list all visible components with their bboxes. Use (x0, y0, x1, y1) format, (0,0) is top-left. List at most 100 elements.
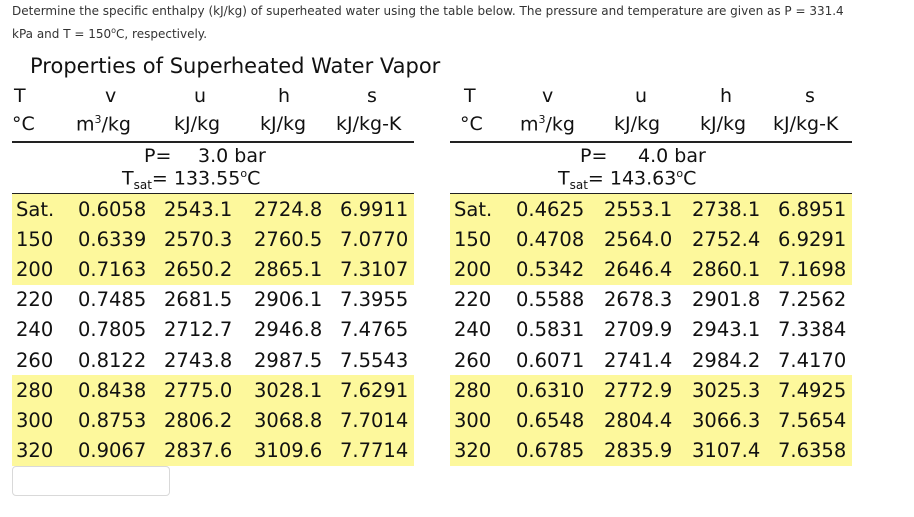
pressure-block: P= 3.0 bar Tsat= 133.55oC (12, 143, 414, 193)
cell-s: 7.6358 (778, 439, 847, 463)
cell-s: 7.4765 (340, 318, 409, 342)
unit-u: kJ/kg (614, 113, 661, 135)
table-row: 280 0.8438 2775.0 3028.1 7.6291 (12, 375, 414, 406)
cell-v: 0.9067 (78, 439, 147, 463)
data-rows: Sat. 0.6058 2543.1 2724.8 6.9911 150 0.6339 257… (12, 194, 414, 466)
unit-v: m3/kg (76, 113, 131, 136)
cell-u: 2772.9 (604, 378, 673, 402)
cell-v: 0.4625 (516, 197, 585, 221)
pressure-label: P= (144, 145, 172, 167)
tsat-value: Tsat= 133.55oC (122, 167, 261, 193)
table-row: 150 0.6339 2570.3 2760.5 7.0770 (12, 224, 414, 255)
unit-T: °C (460, 113, 483, 135)
cell-v: 0.6785 (516, 439, 585, 463)
cell-u: 2835.9 (604, 439, 673, 463)
table-row: Sat. 0.4625 2553.1 2738.1 6.8951 (450, 194, 852, 225)
cell-h: 2901.8 (692, 288, 761, 312)
pressure-rule (12, 193, 414, 194)
cell-s: 7.5543 (340, 348, 409, 372)
header-rule (12, 141, 414, 143)
cell-s: 6.9291 (778, 227, 847, 251)
cell-h: 3066.3 (692, 408, 761, 432)
table-row: 220 0.7485 2681.5 2906.1 7.3955 (12, 285, 414, 315)
pressure-value: 3.0 bar (198, 145, 266, 167)
cell-s: 7.0770 (340, 227, 409, 251)
pressure-rule (450, 193, 852, 194)
cell-s: 7.1698 (778, 257, 847, 281)
unit-u: kJ/kg (174, 113, 221, 135)
table-row: 260 0.6071 2741.4 2984.2 7.4170 (450, 345, 852, 375)
cell-u: 2804.4 (604, 408, 673, 432)
cell-temperature: 200 (454, 257, 492, 281)
cell-v: 0.7163 (78, 257, 147, 281)
table-3-bar: T v u h s °C m3/kg kJ/kg kJ/kg kJ/kg-K P… (12, 85, 414, 466)
table-row: 320 0.6785 2835.9 3107.4 7.6358 (450, 435, 852, 466)
cell-h: 2865.1 (254, 257, 323, 281)
cell-temperature: 300 (16, 408, 54, 432)
cell-u: 2650.2 (164, 257, 233, 281)
cell-h: 2724.8 (254, 197, 323, 221)
table-row: 280 0.6310 2772.9 3025.3 7.4925 (450, 375, 852, 406)
unit-v: m3/kg (520, 113, 575, 136)
cell-u: 2543.1 (164, 197, 233, 221)
unit-h: kJ/kg (700, 113, 747, 135)
cell-s: 7.3107 (340, 257, 409, 281)
cell-temperature: 150 (454, 227, 492, 251)
table-row: 260 0.8122 2743.8 2987.5 7.5543 (12, 345, 414, 375)
cell-h: 3107.4 (692, 439, 761, 463)
cell-temperature: Sat. (454, 197, 493, 221)
pressure-label: P= (580, 145, 608, 167)
cell-h: 2738.1 (692, 197, 761, 221)
cell-s: 7.7014 (340, 408, 409, 432)
cell-s: 7.3955 (340, 288, 409, 312)
cell-s: 6.9911 (340, 197, 409, 221)
cell-v: 0.8122 (78, 348, 147, 372)
cell-u: 2775.0 (164, 378, 233, 402)
cell-v: 0.7805 (78, 318, 147, 342)
cell-v: 0.5831 (516, 318, 585, 342)
header-u: u (635, 85, 648, 107)
cell-u: 2678.3 (604, 288, 673, 312)
question-line-2a: kPa and T = 150 (12, 27, 112, 41)
cell-temperature: 280 (16, 378, 54, 402)
cell-u: 2553.1 (604, 197, 673, 221)
cell-h: 2860.1 (692, 257, 761, 281)
cell-v: 0.4708 (516, 227, 585, 251)
table-row: 240 0.7805 2712.7 2946.8 7.4765 (12, 315, 414, 345)
question-line-2b: C, respectively. (116, 27, 208, 41)
cell-temperature: 150 (16, 227, 54, 251)
cell-temperature: 240 (16, 318, 54, 342)
cell-s: 6.8951 (778, 197, 847, 221)
cell-u: 2681.5 (164, 288, 233, 312)
unit-T: °C (12, 113, 35, 135)
cell-h: 3028.1 (254, 378, 323, 402)
cell-u: 2646.4 (604, 257, 673, 281)
table-row: 150 0.4708 2564.0 2752.4 6.9291 (450, 224, 852, 255)
cell-v: 0.5342 (516, 257, 585, 281)
cell-temperature: 320 (16, 439, 54, 463)
cell-v: 0.6339 (78, 227, 147, 251)
cell-temperature: 220 (16, 288, 54, 312)
cell-u: 2709.9 (604, 318, 673, 342)
cell-v: 0.6058 (78, 197, 147, 221)
cell-v: 0.5588 (516, 288, 585, 312)
table-title: Properties of Superheated Water Vapor (30, 54, 441, 78)
cell-u: 2564.0 (604, 227, 673, 251)
cell-temperature: 280 (454, 378, 492, 402)
cell-temperature: 300 (454, 408, 492, 432)
header-h: h (720, 85, 733, 107)
cell-u: 2837.6 (164, 439, 233, 463)
header-v: v (105, 85, 117, 107)
answer-input[interactable] (12, 466, 170, 496)
header-s: s (367, 85, 377, 107)
cell-h: 2946.8 (254, 318, 323, 342)
cell-u: 2570.3 (164, 227, 233, 251)
unit-s: kJ/kg-K (773, 113, 839, 135)
degree-superscript: o (111, 26, 117, 35)
cell-h: 2943.1 (692, 318, 761, 342)
cell-temperature: 320 (454, 439, 492, 463)
column-headers: T v u h s °C m3/kg kJ/kg kJ/kg kJ/kg-K (12, 85, 414, 141)
cell-v: 0.6310 (516, 378, 585, 402)
column-headers: T v u h s °C m3/kg kJ/kg kJ/kg kJ/kg-K (450, 85, 852, 141)
table-row: Sat. 0.6058 2543.1 2724.8 6.9911 (12, 194, 414, 225)
